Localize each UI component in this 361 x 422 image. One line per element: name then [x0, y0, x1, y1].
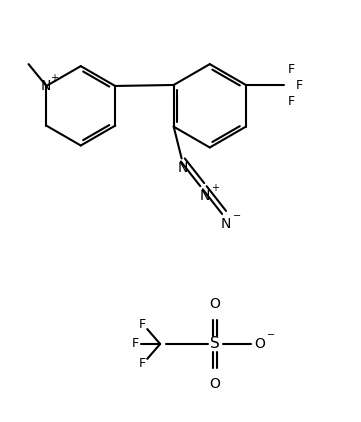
Text: +: +: [50, 73, 58, 83]
Text: −: −: [267, 330, 275, 340]
Text: F: F: [139, 318, 146, 330]
Text: +: +: [211, 183, 219, 193]
Text: O: O: [209, 297, 220, 311]
Text: −: −: [233, 211, 241, 221]
Text: S: S: [210, 336, 219, 352]
Text: F: F: [132, 338, 139, 350]
Text: O: O: [209, 377, 220, 391]
Text: N: N: [221, 217, 231, 231]
Text: F: F: [288, 62, 295, 76]
Text: N: N: [40, 79, 51, 93]
Text: F: F: [288, 95, 295, 108]
Text: F: F: [139, 357, 146, 371]
Text: N: N: [177, 161, 188, 175]
Text: N: N: [199, 189, 210, 203]
Text: O: O: [254, 337, 265, 351]
Text: F: F: [296, 79, 303, 92]
